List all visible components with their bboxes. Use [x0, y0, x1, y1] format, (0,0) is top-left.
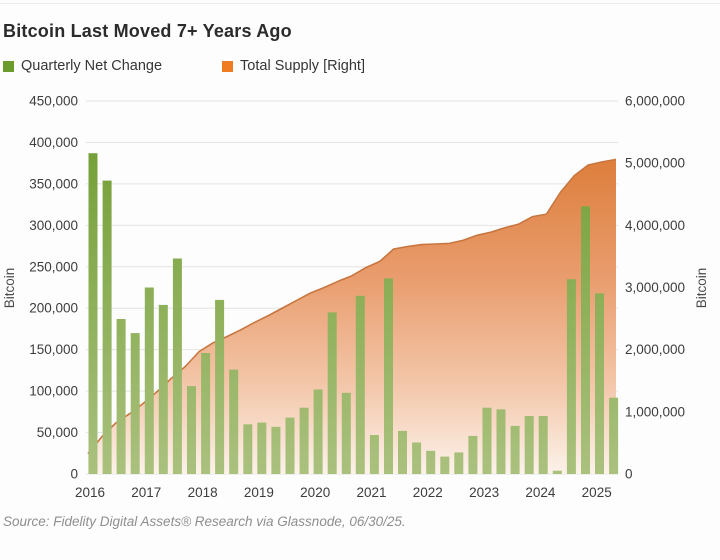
x-axis-tick-label: 2025 — [582, 485, 612, 500]
left-axis-tick-label: 50,000 — [37, 425, 78, 440]
legend-item-quarterly-net-change: Quarterly Net Change — [3, 58, 162, 74]
top-divider — [0, 3, 720, 4]
bar — [369, 435, 379, 474]
bar — [440, 456, 450, 474]
x-axis-tick-label: 2021 — [356, 485, 386, 500]
right-axis-tick-label: 6,000,000 — [625, 94, 685, 109]
bar — [299, 407, 309, 474]
series-layer — [87, 153, 619, 475]
left-axis-tick-label: 200,000 — [29, 301, 78, 316]
left-axis-tick-label: 350,000 — [29, 176, 78, 191]
bar — [566, 279, 576, 474]
left-axis-tick-label: 400,000 — [29, 135, 78, 150]
bar — [454, 452, 464, 474]
bar — [468, 435, 478, 474]
bar — [581, 206, 590, 475]
bar — [313, 389, 323, 474]
right-axis-tick-label: 2,000,000 — [625, 342, 685, 357]
bar — [538, 416, 548, 474]
bar — [285, 417, 295, 474]
source-note: Source: Fidelity Digital Assets® Researc… — [3, 514, 406, 529]
quarterly-net-change-bars — [88, 153, 619, 475]
bar — [130, 333, 140, 474]
bar — [215, 299, 225, 474]
bar — [201, 353, 211, 474]
bar — [187, 386, 196, 474]
x-axis-tick-label: 2017 — [131, 485, 161, 500]
right-axis-tick-label: 5,000,000 — [625, 156, 685, 171]
x-axis-tick-label: 2024 — [525, 485, 556, 500]
left-axis-tick-label: 100,000 — [29, 384, 78, 399]
bar — [341, 392, 351, 474]
x-axis-tick-label: 2018 — [188, 485, 218, 500]
x-axis-tick-label: 2016 — [75, 485, 105, 500]
green-square-icon — [3, 60, 14, 72]
right-axis-tick-label: 0 — [625, 467, 633, 482]
bar — [102, 180, 112, 474]
left-axis-title: Bitcoin — [2, 268, 17, 309]
bar — [144, 287, 154, 474]
right-axis-title: Bitcoin — [694, 268, 709, 309]
bar — [552, 470, 562, 474]
left-axis-tick-label: 450,000 — [29, 94, 78, 109]
orange-square-icon — [222, 60, 234, 72]
left-axis-tick-label: 250,000 — [29, 259, 78, 274]
bar — [426, 450, 436, 474]
legend-label: Total Supply [Right] — [240, 58, 365, 74]
legend: Quarterly Net Change Total Supply [Right… — [3, 58, 365, 74]
bar — [384, 278, 393, 474]
right-axis-tick-label: 1,000,000 — [625, 404, 685, 419]
bar — [116, 319, 126, 474]
x-axis-tick-label: 2020 — [300, 485, 330, 500]
bar — [482, 407, 492, 474]
bar — [327, 312, 337, 474]
bar — [595, 293, 604, 474]
bar — [496, 409, 506, 474]
x-axis-tick-label: 2019 — [244, 485, 274, 500]
left-axis-tick-label: 150,000 — [29, 342, 78, 357]
x-axis-tick-label: 2023 — [469, 485, 499, 500]
left-axis-tick-label: 300,000 — [29, 218, 78, 233]
bar — [229, 369, 239, 474]
bar — [609, 397, 619, 474]
left-axis-tick-label: 0 — [70, 467, 78, 482]
bar — [510, 425, 520, 474]
bar — [412, 442, 422, 474]
chart-title: Bitcoin Last Moved 7+ Years Ago — [3, 21, 292, 41]
bar — [243, 424, 253, 474]
legend-label: Quarterly Net Change — [21, 58, 163, 74]
right-axis-tick-label: 4,000,000 — [625, 218, 685, 233]
bar — [172, 258, 182, 474]
x-axis-tick-label: 2022 — [413, 485, 443, 500]
bar — [398, 430, 407, 474]
bar — [257, 422, 267, 474]
right-axis-tick-label: 3,000,000 — [625, 280, 685, 295]
legend-item-total-supply: Total Supply [Right] — [222, 58, 365, 74]
bar — [271, 426, 281, 474]
axis-ticks: 0 50,000 100,000 150,000 200,000 250,000 300,0… — [29, 94, 685, 501]
bar — [524, 416, 534, 474]
bar — [355, 295, 365, 474]
bar — [88, 153, 98, 474]
bar — [158, 304, 168, 474]
